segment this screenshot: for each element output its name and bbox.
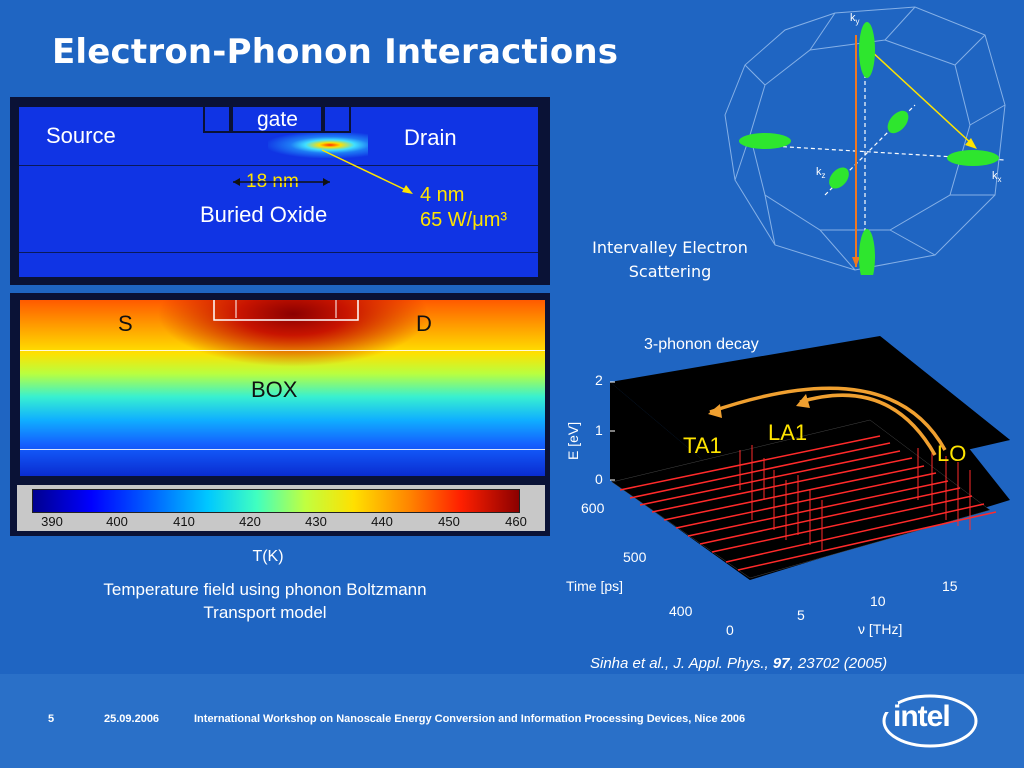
gate-electrode xyxy=(229,107,323,133)
footer-bar xyxy=(0,674,1024,768)
lo-to-la1-decay-arrow xyxy=(799,393,937,456)
gate-spacer-right xyxy=(323,107,351,133)
d-label: D xyxy=(416,311,432,336)
lo-label: LO xyxy=(937,441,967,466)
la1-label: LA1 xyxy=(768,420,808,445)
ta1-label: TA1 xyxy=(683,433,722,458)
brillouin-zone-wireframe xyxy=(724,6,1006,271)
footer-event: International Workshop on Nanoscale Ener… xyxy=(194,713,746,725)
gate-spacer-left xyxy=(203,107,233,133)
frequency-tick: 15 xyxy=(942,578,958,594)
colorbar-tick: 390 xyxy=(41,514,63,529)
la1-arrowhead xyxy=(796,394,810,408)
device-divider xyxy=(19,252,538,253)
device-annotations xyxy=(233,149,413,194)
drain-label: Drain xyxy=(404,125,457,150)
box-label: BOX xyxy=(251,377,298,402)
kz-label: kz xyxy=(816,166,826,181)
time-tick: 600 xyxy=(581,500,605,516)
temperature-caption-line2: Transport model xyxy=(203,603,327,622)
plot-axis-ticks xyxy=(610,381,615,481)
intel-logo-text: intel xyxy=(893,700,951,733)
hotspot-size-label: 4 nm xyxy=(420,184,465,206)
ky-label: ky xyxy=(850,12,860,27)
phonon-plot-title: 3-phonon decay xyxy=(644,336,759,353)
brillouin-caption-line1: Intervalley Electron xyxy=(592,238,748,257)
temperature-unit-label: T(K) xyxy=(252,548,284,565)
phonon-spectral-peaks xyxy=(739,445,971,550)
vertical-arrowhead xyxy=(852,257,860,267)
slide-title: Electron-Phonon Interactions xyxy=(52,32,619,72)
time-tick: 400 xyxy=(669,603,693,619)
intervalley-diagonal-arrow xyxy=(869,49,974,146)
hotspot-pointer-arrowhead xyxy=(402,185,413,194)
colorbar-tick: 430 xyxy=(305,514,327,529)
length-arrowhead-left xyxy=(233,178,240,186)
diagonal-arrowhead xyxy=(965,138,977,149)
temperature-divider xyxy=(20,449,545,450)
valley-ellipsoids xyxy=(739,22,999,275)
frequency-axis-label: ν [THz] xyxy=(858,621,903,637)
brillouin-zone-diagram xyxy=(724,6,1006,275)
temperature-colorbar xyxy=(32,489,520,513)
temperature-field-map xyxy=(20,300,545,476)
colorbar-tick: 410 xyxy=(173,514,195,529)
colorbar-tick: 420 xyxy=(239,514,261,529)
phonon-time-slices xyxy=(619,435,997,571)
phonon-decay-plot xyxy=(610,336,1010,580)
hotspot-pointer-line xyxy=(321,149,411,193)
colorbar-tick: 450 xyxy=(438,514,460,529)
lo-to-ta1-decay-arrow xyxy=(709,386,947,451)
s-label: S xyxy=(118,311,133,336)
citation: Sinha et al., J. Appl. Phys., 97, 23702 … xyxy=(590,655,888,672)
buried-oxide-label: Buried Oxide xyxy=(200,202,328,227)
length-arrowhead-right xyxy=(323,178,330,186)
hotspot xyxy=(268,132,368,158)
device-divider xyxy=(19,165,538,166)
gate-label: gate xyxy=(257,108,298,131)
frequency-tick: 10 xyxy=(870,593,886,609)
ta1-arrowhead xyxy=(708,404,722,418)
time-tick: 500 xyxy=(623,549,647,565)
page-number: 5 xyxy=(48,713,55,725)
colorbar-tick: 440 xyxy=(371,514,393,529)
temperature-gate-outline xyxy=(213,300,359,321)
frequency-tick: 0 xyxy=(726,622,734,638)
hotspot-power-label: 65 W/μm³ xyxy=(420,209,508,231)
energy-tick: 1 xyxy=(595,422,603,438)
source-label: Source xyxy=(46,123,116,148)
colorbar-tick: 460 xyxy=(505,514,527,529)
energy-axis-label: E [eV] xyxy=(565,421,581,460)
frequency-tick: 5 xyxy=(797,607,805,623)
footer-date: 25.09.2006 xyxy=(104,713,160,725)
energy-tick: 2 xyxy=(595,372,603,388)
colorbar-tick: 400 xyxy=(106,514,128,529)
temperature-divider xyxy=(20,350,545,351)
intel-logo xyxy=(882,694,978,748)
time-axis-label: Time [ps] xyxy=(566,578,624,594)
plot-floor-grid xyxy=(611,419,991,579)
temperature-caption-line1: Temperature field using phonon Boltzmann xyxy=(103,580,427,599)
energy-tick: 0 xyxy=(595,471,603,487)
brillouin-caption-line2: Scattering xyxy=(628,262,712,281)
kx-label: kx xyxy=(992,170,1002,185)
